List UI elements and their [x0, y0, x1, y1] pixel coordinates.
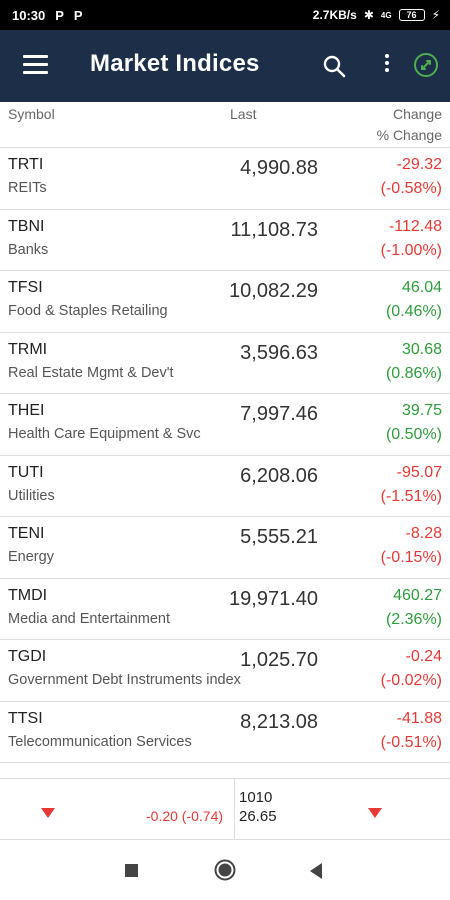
ticker-change: -0.20 (-0.74) — [146, 808, 224, 824]
index-change: -41.88 — [396, 709, 442, 727]
index-pct-change: (-0.51%) — [380, 733, 442, 751]
index-row[interactable]: TTSI Telecommunication Services 8,213.08 -4… — [0, 702, 450, 763]
search-icon[interactable] — [322, 54, 346, 78]
index-last: 11,108.73 — [230, 218, 319, 241]
ticker-price: 26.65 — [239, 808, 277, 825]
status-indicators: 2.7KB/s ✱ 4G 76 ⚡ — [313, 8, 440, 22]
index-last: 4,990.88 — [240, 157, 318, 179]
index-last: 6,208.06 — [240, 464, 318, 487]
ticker-bar[interactable]: -0.20 (-0.74) 1010 26.65 — [0, 778, 450, 841]
index-row[interactable]: TENI Energy 5,555.21 -8.28 (-0.15%) — [0, 517, 450, 579]
ticker-value: 1010 — [239, 789, 273, 806]
index-change: -8.28 — [405, 525, 442, 542]
index-change: 460.27 — [393, 586, 442, 604]
index-symbol: TGDI — [8, 648, 47, 665]
index-last: 10,082.29 — [229, 280, 318, 302]
back-icon[interactable] — [308, 862, 324, 880]
index-symbol: TRTI — [8, 156, 44, 173]
index-pct-change: (2.36%) — [385, 610, 442, 628]
header-pct-change: % Change — [376, 127, 442, 143]
index-row[interactable]: TFSI Food & Staples Retailing 10,082.29 46.… — [0, 271, 450, 333]
network-speed: 2.7KB/s — [312, 8, 357, 22]
down-arrow-icon — [41, 808, 55, 818]
index-name: Media and Entertainment — [8, 610, 171, 627]
app-notification-icon: P — [73, 7, 83, 23]
battery-icon: 76 — [398, 9, 425, 21]
index-row[interactable]: TUTI Utilities 6,208.06 -95.07 (-1.51%) — [0, 456, 450, 517]
ticker-divider — [234, 779, 235, 841]
page-title: Market Indices — [90, 50, 260, 77]
down-arrow-icon — [368, 808, 382, 818]
index-pct-change: (-1.51%) — [380, 487, 442, 505]
index-change: -95.07 — [396, 463, 442, 481]
more-options-icon[interactable] — [377, 54, 397, 78]
index-symbol: TENI — [8, 525, 45, 542]
recents-icon[interactable] — [125, 864, 138, 877]
index-pct-change: (-0.15%) — [380, 549, 442, 566]
connection-status-icon[interactable] — [413, 52, 439, 78]
index-symbol: TMDI — [8, 586, 48, 604]
index-row[interactable]: TBNI Banks 11,108.73 -112.48 (-1.00%) — [0, 210, 450, 271]
battery-level: 76 — [406, 10, 417, 20]
index-symbol: THEI — [8, 402, 45, 419]
index-symbol: TUTI — [8, 463, 44, 481]
index-change: 30.68 — [401, 340, 442, 358]
index-change: -0.24 — [405, 648, 442, 665]
index-name: Real Estate Mgmt & Dev't — [8, 364, 174, 381]
index-row[interactable]: TRTI REITs 4,990.88 -29.32 (-0.58%) — [0, 148, 450, 210]
index-pct-change: (0.46%) — [385, 303, 442, 320]
index-row[interactable]: TRMI Real Estate Mgmt & Dev't 3,596.63 30.6… — [0, 333, 450, 394]
charging-icon: ⚡ — [431, 8, 440, 22]
index-name: Banks — [8, 241, 49, 258]
index-pct-change: (-0.02%) — [380, 672, 442, 689]
index-last: 19,971.40 — [229, 587, 318, 610]
column-header: Symbol Last Change % Change — [0, 102, 450, 148]
index-symbol: TRMI — [8, 340, 48, 358]
index-pct-change: (0.86%) — [385, 364, 442, 382]
signal-icon: 4G — [380, 10, 392, 20]
header-last: Last — [230, 106, 257, 122]
index-change: -29.32 — [396, 156, 442, 173]
header-symbol: Symbol — [8, 106, 55, 122]
index-name: Telecommunication Services — [8, 733, 192, 750]
app-bar: Market Indices — [0, 30, 450, 102]
header-change: Change — [392, 106, 442, 122]
index-last: 7,997.46 — [240, 403, 318, 425]
index-name: Health Care Equipment & Svc — [8, 426, 201, 442]
index-list: TRTI REITs 4,990.88 -29.32 (-0.58%) TBNI Banks… — [0, 148, 450, 763]
index-name: Utilities — [8, 487, 55, 504]
status-bar: 10:30 P P 2.7KB/s ✱ 4G 76 ⚡ — [0, 0, 450, 30]
index-pct-change: (-1.00%) — [380, 241, 442, 259]
home-icon[interactable] — [214, 859, 236, 881]
index-name: Food & Staples Retailing — [8, 303, 168, 319]
system-nav-bar — [0, 840, 450, 900]
index-row[interactable]: TGDI Government Debt Instruments index 1,0… — [0, 640, 450, 702]
index-last: 8,213.08 — [240, 710, 318, 733]
index-pct-change: (0.50%) — [385, 426, 442, 443]
index-row[interactable]: THEI Health Care Equipment & Svc 7,997.46 3… — [0, 394, 450, 456]
index-row[interactable]: TMDI Media and Entertainment 19,971.40 460.… — [0, 579, 450, 640]
index-name: Energy — [8, 549, 54, 565]
index-last: 3,596.63 — [240, 341, 318, 364]
index-change: -112.48 — [388, 217, 442, 235]
index-name: REITs — [8, 180, 47, 196]
menu-icon[interactable] — [23, 55, 48, 75]
index-symbol: TBNI — [8, 217, 45, 235]
index-pct-change: (-0.58%) — [380, 180, 442, 197]
status-time: 10:30 — [12, 7, 46, 23]
index-name: Government Debt Instruments index — [8, 672, 241, 688]
index-last: 5,555.21 — [240, 526, 318, 548]
index-last: 1,025.70 — [240, 649, 318, 671]
app-notification-icon: P — [55, 7, 64, 23]
index-symbol: TFSI — [8, 279, 43, 296]
index-symbol: TTSI — [8, 709, 43, 727]
index-change: 46.04 — [401, 279, 442, 296]
bluetooth-icon: ✱ — [363, 8, 374, 22]
index-change: 39.75 — [401, 402, 442, 419]
